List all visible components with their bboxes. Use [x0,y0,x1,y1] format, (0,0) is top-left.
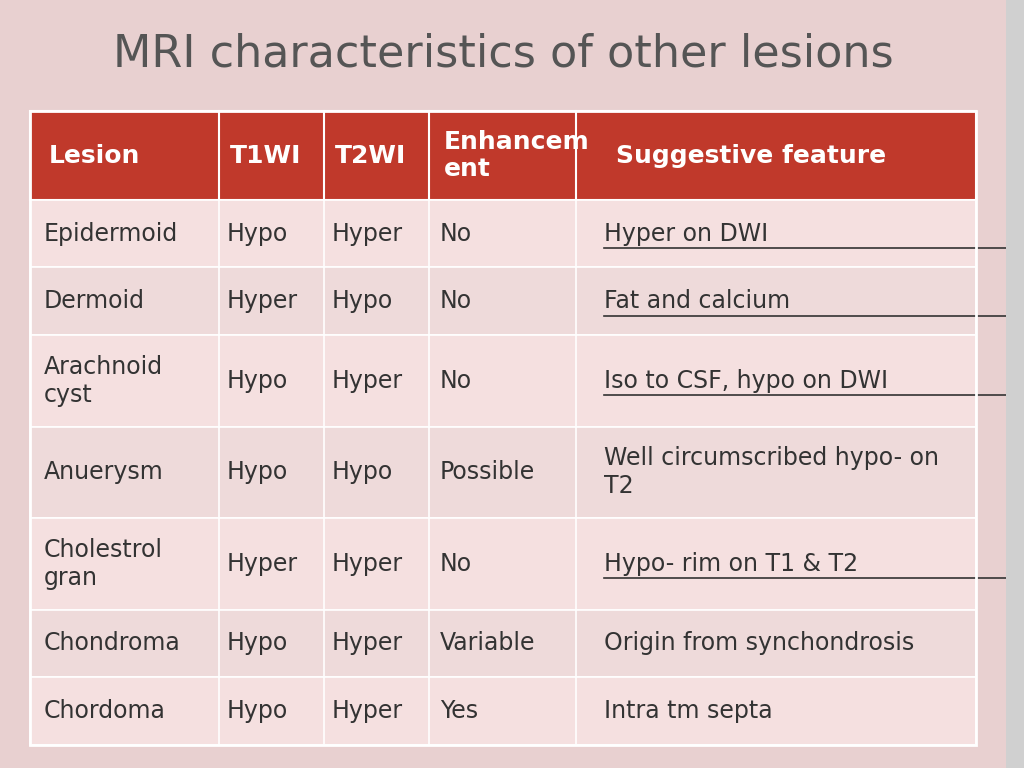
Bar [30,677,976,745]
Text: Hyper: Hyper [332,631,402,655]
Text: Hyper: Hyper [332,369,402,392]
Text: Hyper on DWI: Hyper on DWI [604,221,769,246]
Text: Hypo: Hypo [226,631,288,655]
Bar [30,200,976,267]
Text: Iso to CSF, hypo on DWI: Iso to CSF, hypo on DWI [604,369,889,392]
Text: Hypo: Hypo [226,699,288,723]
Text: No: No [439,290,472,313]
Text: Intra tm septa: Intra tm septa [604,699,773,723]
Text: Origin from synchondrosis: Origin from synchondrosis [604,631,914,655]
Bar [30,267,976,335]
Text: Fat and calcium: Fat and calcium [604,290,791,313]
Text: Dermoid: Dermoid [43,290,144,313]
Text: Cholestrol
gran: Cholestrol gran [43,538,163,590]
Text: T2WI: T2WI [335,144,407,167]
Text: Variable: Variable [439,631,536,655]
Text: Hypo: Hypo [226,369,288,392]
Bar [30,610,976,677]
Text: Enhancem
ent: Enhancem ent [444,130,590,181]
Text: Hyper: Hyper [226,552,298,576]
Text: Hyper: Hyper [332,221,402,246]
Text: Hyper: Hyper [332,699,402,723]
Text: Well circumscribed hypo- on
T2: Well circumscribed hypo- on T2 [604,446,939,498]
Text: MRI characteristics of other lesions: MRI characteristics of other lesions [113,32,893,75]
Text: Hypo- rim on T1 & T2: Hypo- rim on T1 & T2 [604,552,858,576]
Text: Hyper: Hyper [226,290,298,313]
Text: Hypo: Hypo [226,221,288,246]
Text: No: No [439,221,472,246]
Text: Possible: Possible [439,460,535,485]
Text: Hypo: Hypo [332,290,393,313]
Text: Arachnoid
cyst: Arachnoid cyst [43,355,163,407]
Text: Lesion: Lesion [49,144,140,167]
Text: Suggestive feature: Suggestive feature [616,144,887,167]
Text: Chondroma: Chondroma [43,631,180,655]
Text: No: No [439,369,472,392]
Text: T1WI: T1WI [229,144,301,167]
Text: Hyper: Hyper [332,552,402,576]
Text: No: No [439,552,472,576]
Text: Anuerysm: Anuerysm [43,460,163,485]
Text: Epidermoid: Epidermoid [43,221,177,246]
Text: Yes: Yes [439,699,478,723]
Text: Chordoma: Chordoma [43,699,165,723]
Text: Hypo: Hypo [226,460,288,485]
Text: Hypo: Hypo [332,460,393,485]
